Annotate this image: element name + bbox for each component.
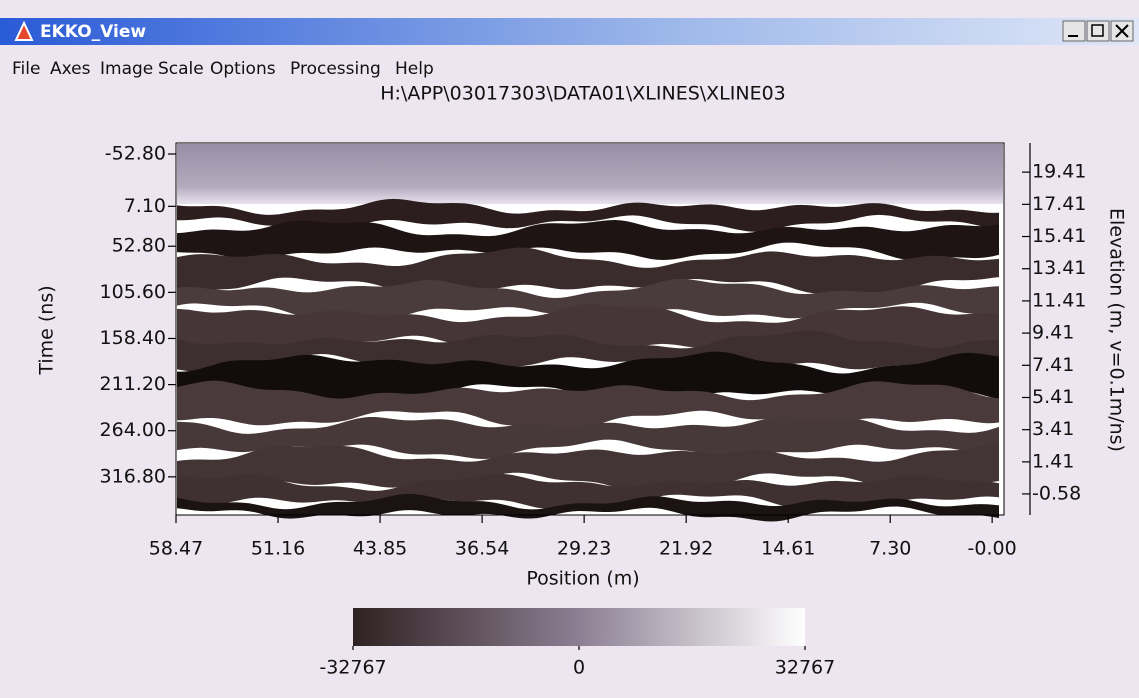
maximize-button[interactable]: [1087, 21, 1109, 41]
menu-item[interactable]: Scale: [158, 59, 204, 79]
plot-title: H:\APP\03017303\DATA01\XLINES\XLINE03: [380, 83, 786, 105]
colorbar-tick-label: 0: [573, 657, 585, 679]
menu-item[interactable]: Image: [100, 59, 153, 79]
x-tick-label: 14.61: [761, 538, 815, 560]
y-tick-label: 158.40: [100, 327, 166, 349]
x-axis-label: Position (m): [526, 568, 639, 590]
y2-tick-label: 5.41: [1032, 386, 1074, 408]
x-tick-label: 21.92: [659, 538, 713, 560]
y-tick-label: 264.00: [100, 419, 166, 441]
colorbar-tick-label: 32767: [775, 657, 835, 679]
y2-tick-label: 19.41: [1032, 161, 1086, 183]
y2-tick-label: 11.41: [1032, 289, 1086, 311]
colorbar: [353, 608, 805, 646]
colorbar-tick-label: -32767: [319, 657, 386, 679]
menu-item[interactable]: Processing: [290, 59, 381, 79]
minimize-button[interactable]: [1063, 21, 1085, 41]
y2-tick-label: 3.41: [1032, 418, 1074, 440]
y2-tick-label: 13.41: [1032, 257, 1086, 279]
menu-item[interactable]: Axes: [50, 59, 91, 79]
y-tick-label: 316.80: [100, 465, 166, 487]
y2-tick-label: 9.41: [1032, 322, 1074, 344]
x-tick-label: 58.47: [149, 538, 203, 560]
menu-item[interactable]: Options: [210, 59, 276, 79]
y-axis-label: Time (ns): [36, 285, 58, 375]
window-controls[interactable]: [1063, 21, 1133, 41]
x-tick-label: -0.00: [968, 538, 1017, 560]
y-tick-label: -52.80: [105, 143, 166, 165]
y2-axis-label: Elevation (m, v=0.1m/ns): [1106, 208, 1128, 452]
x-tick-label: 7.30: [869, 538, 911, 560]
window: EKKO_View File Axes ImageScale Options Proce…: [0, 0, 1139, 698]
y2-tick-label: 1.41: [1032, 450, 1074, 472]
menu-item[interactable]: File: [12, 59, 40, 79]
surface-layer: [177, 144, 1003, 204]
y2-tick-label: -0.58: [1032, 482, 1081, 504]
chart: EKKO_View File Axes ImageScale Options Proce…: [0, 0, 1139, 698]
y-tick-label: 7.10: [124, 195, 166, 217]
x-tick-label: 36.54: [455, 538, 509, 560]
y-tick-label: 52.80: [112, 235, 166, 257]
x-tick-label: 51.16: [251, 538, 305, 560]
y2-tick-label: 15.41: [1032, 225, 1086, 247]
title-bar: [0, 18, 1139, 45]
y-tick-label: 105.60: [100, 281, 166, 303]
y2-tick-label: 7.41: [1032, 354, 1074, 376]
y-tick-label: 211.20: [100, 373, 166, 395]
window-title: EKKO_View: [40, 22, 146, 42]
x-tick-label: 43.85: [353, 538, 407, 560]
x-tick-label: 29.23: [557, 538, 611, 560]
menu-item[interactable]: Help: [395, 59, 434, 79]
y2-tick-label: 17.41: [1032, 193, 1086, 215]
